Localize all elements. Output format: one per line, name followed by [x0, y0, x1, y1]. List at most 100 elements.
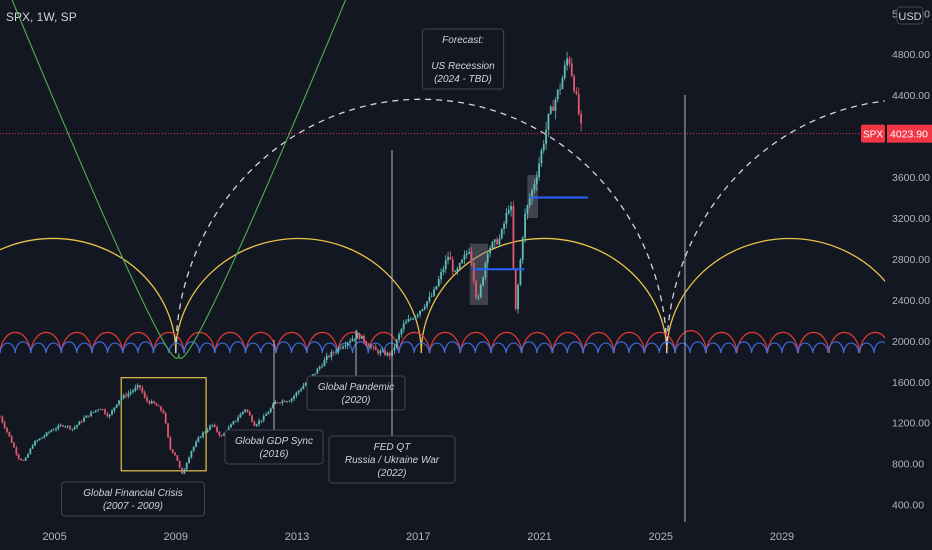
x-tick-label: 2013 — [285, 531, 309, 543]
candle-body — [104, 409, 106, 414]
candle-body — [174, 452, 176, 456]
candle-body — [372, 346, 375, 348]
candle-body — [115, 404, 118, 408]
candle-body — [223, 433, 225, 436]
candle-body — [244, 409, 246, 412]
candle-body — [230, 424, 232, 428]
y-tick-label: 2400.00 — [892, 295, 930, 307]
candle-body — [162, 410, 165, 414]
candle-body — [43, 435, 46, 438]
candle-body — [447, 256, 449, 261]
candle-body — [302, 385, 305, 390]
candle-body — [253, 421, 256, 426]
candle-body — [344, 345, 347, 347]
candle-body — [407, 319, 410, 322]
candle-body — [195, 441, 197, 447]
candle-body — [120, 398, 123, 401]
candle-body — [213, 424, 216, 427]
candle-body — [580, 113, 582, 124]
candle-body — [514, 268, 517, 310]
candle-body — [267, 412, 270, 415]
candle-body — [27, 453, 29, 458]
candle-body — [547, 113, 550, 130]
candle-body — [92, 411, 95, 413]
annotation-callout: FED QT Russia / Ukraine War (2022) — [328, 150, 456, 484]
price-tag-value-bg — [887, 124, 932, 143]
currency-badge[interactable]: USD — [896, 6, 924, 25]
candle-body — [493, 239, 496, 243]
candle-body — [136, 385, 139, 388]
candle-body — [496, 239, 498, 245]
candle-body — [426, 301, 428, 307]
x-tick-label: 2029 — [770, 531, 794, 543]
candle-body — [62, 425, 64, 427]
candle-body — [519, 259, 522, 285]
candle-body — [461, 259, 463, 264]
candle-body — [269, 408, 272, 413]
callout-box — [306, 375, 406, 411]
candle-body — [400, 329, 403, 335]
candle-body — [15, 447, 18, 455]
candle-body — [24, 457, 27, 461]
y-tick-label: 1200.00 — [892, 418, 930, 430]
candle-body — [265, 414, 267, 416]
callout-box — [224, 429, 324, 465]
candle-body — [505, 213, 508, 224]
candle-body — [279, 402, 281, 404]
candle-body — [76, 424, 78, 428]
x-tick-label: 2025 — [648, 531, 672, 543]
candle-body — [568, 58, 571, 64]
candle-body — [232, 421, 235, 425]
candle-body — [559, 89, 561, 90]
candle-body — [454, 271, 456, 273]
candle-body — [153, 401, 155, 404]
highlight-range — [469, 243, 488, 306]
candle-body — [29, 448, 32, 454]
arc-white-dashed — [175, 98, 885, 354]
symbol-label[interactable]: SPX, 1W, SP — [6, 10, 77, 24]
candle-body — [1, 416, 4, 423]
callout-text: Forecast: — [442, 35, 484, 46]
time-axis[interactable]: 2005 2009 2013 2017 2021 2025 2029 — [42, 531, 794, 543]
candle-body — [535, 177, 538, 185]
candle-body — [113, 407, 116, 411]
candle-body — [167, 423, 169, 438]
callout-text: Global Financial Crisis — [83, 488, 182, 499]
candle-body — [239, 414, 242, 418]
candle-body — [290, 398, 293, 401]
candle-body — [69, 425, 71, 430]
candle-body — [552, 106, 554, 111]
candle-body — [437, 279, 440, 287]
candle-body — [258, 420, 260, 425]
candle-body — [573, 75, 575, 92]
candle-body — [528, 198, 531, 206]
candle-body — [241, 411, 244, 415]
y-tick-label: 800.00 — [892, 459, 924, 471]
candle-body — [160, 406, 162, 411]
candle-body — [470, 251, 473, 263]
candle-body — [393, 347, 396, 351]
candle-body — [157, 405, 160, 407]
candle-body — [570, 63, 573, 76]
annotation-callout: Global Financial Crisis (2007 - 2009) — [61, 481, 205, 517]
candle-body — [442, 269, 445, 273]
annotations: Global Financial Crisis(2007 - 2009)Glob… — [61, 28, 505, 517]
candle-body — [358, 333, 361, 339]
y-tick-label: 2800.00 — [892, 254, 930, 266]
candle-body — [386, 352, 389, 356]
candle-body — [337, 347, 340, 352]
candle-body — [281, 400, 284, 403]
candle-body — [500, 229, 503, 239]
candle-body — [360, 335, 363, 339]
candle-body — [57, 425, 60, 429]
candle-body — [325, 355, 328, 361]
candle-body — [510, 206, 512, 211]
candle-body — [260, 420, 263, 422]
candle-body — [370, 346, 372, 348]
candle-body — [197, 437, 200, 442]
candle-body — [83, 417, 85, 422]
x-tick-label: 2009 — [164, 531, 188, 543]
candle-body — [321, 366, 323, 367]
